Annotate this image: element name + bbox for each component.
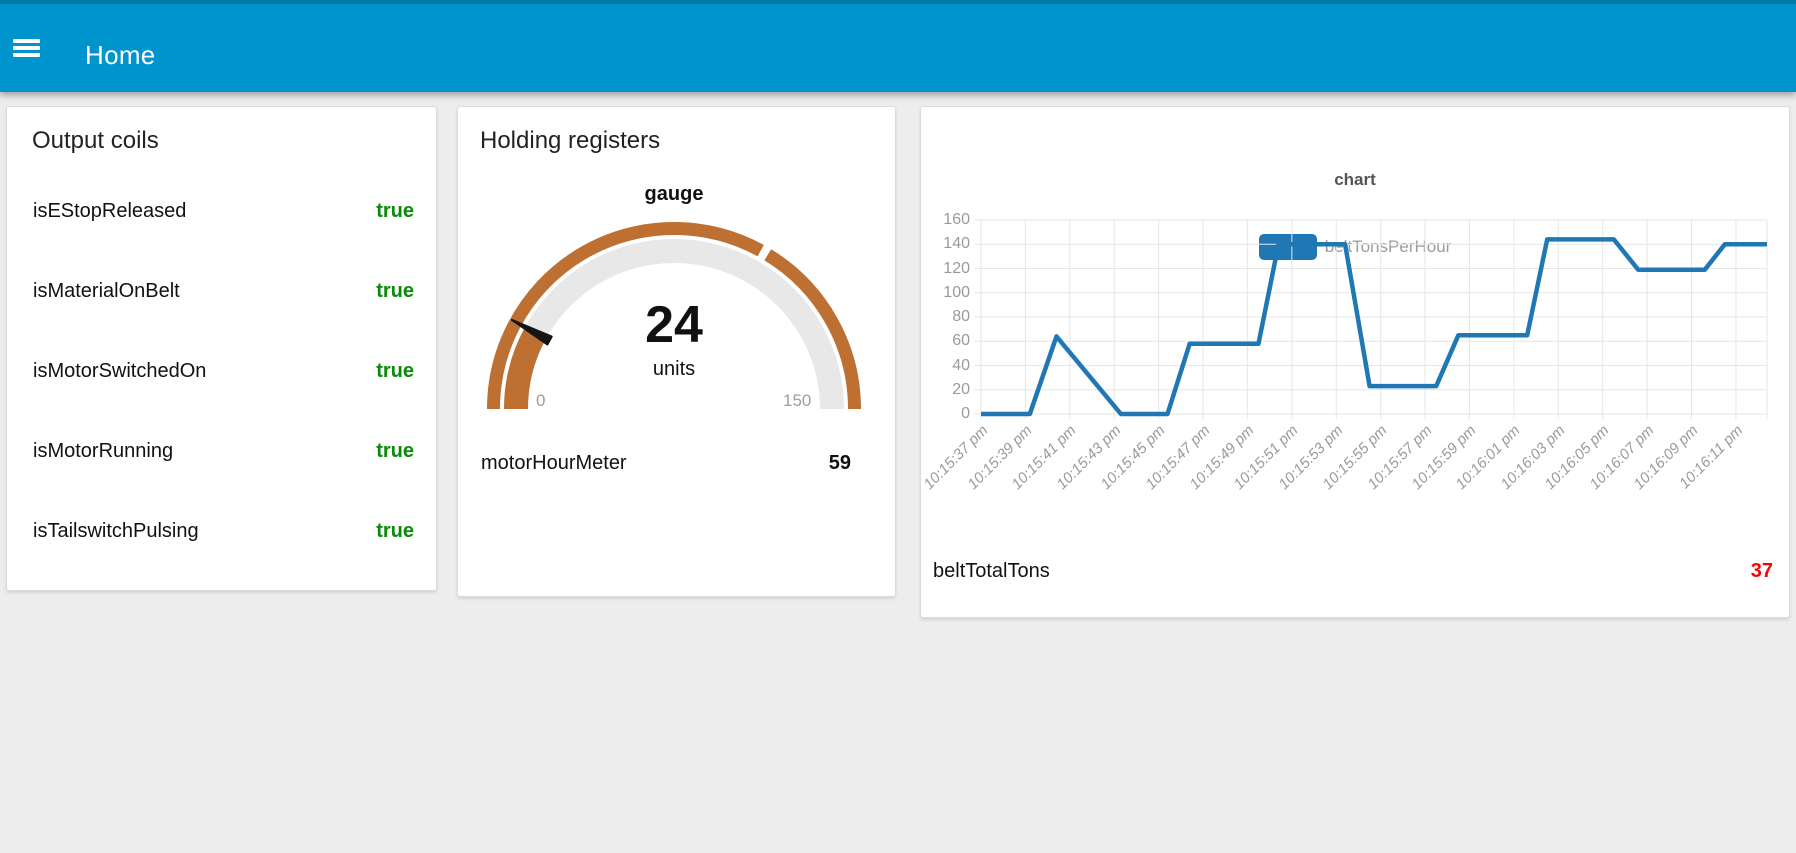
y-tick-label: 60 xyxy=(952,332,970,350)
coil-row: isEStopReleased true xyxy=(33,198,414,224)
coil-label: isMaterialOnBelt xyxy=(33,280,180,302)
register-label: motorHourMeter xyxy=(481,452,627,474)
coil-value: true xyxy=(376,360,414,382)
gauge-units-label: units xyxy=(652,358,696,380)
coil-value: true xyxy=(376,200,414,222)
coil-value: true xyxy=(376,520,414,542)
coil-row: isMotorRunning true xyxy=(33,438,414,464)
y-tick-label: 20 xyxy=(952,380,970,398)
card-title: Holding registers xyxy=(480,127,661,154)
gauge-max-label: 150 xyxy=(783,391,812,410)
coil-label: isTailswitchPulsing xyxy=(33,520,199,542)
gauge-widget xyxy=(487,222,861,410)
y-tick-label: 120 xyxy=(943,259,970,277)
chart-legend: beltTonsPerHour xyxy=(921,234,1789,260)
total-label: beltTotalTons xyxy=(933,560,1050,582)
coil-label: isMotorRunning xyxy=(33,440,174,462)
coil-label: isMotorSwitchedOn xyxy=(33,360,207,382)
series-line-beltTonsPerHour xyxy=(981,237,1767,417)
y-tick-label: 40 xyxy=(952,356,970,374)
gauge-title: gauge xyxy=(644,183,704,205)
app-header: Home xyxy=(0,0,1796,92)
holding-registers-card: Holding registers gauge 24 units 0 150 m… xyxy=(457,106,896,597)
coil-value: true xyxy=(376,440,414,462)
y-tick-label: 100 xyxy=(943,283,970,301)
y-tick-label: 140 xyxy=(943,235,970,253)
chart-title: chart xyxy=(1334,170,1376,189)
coil-value: true xyxy=(376,280,414,302)
y-tick-label: 0 xyxy=(961,405,970,422)
gauge-outer-ring xyxy=(487,222,764,410)
legend-label: beltTonsPerHour xyxy=(1324,237,1452,256)
y-tick-label: 160 xyxy=(943,211,970,228)
coil-label: isEStopReleased xyxy=(33,200,187,222)
coil-row: isMotorSwitchedOn true xyxy=(33,358,414,384)
register-row: motorHourMeter 59 xyxy=(481,450,851,476)
page-title: Home xyxy=(85,40,156,70)
gauge-needle xyxy=(510,318,553,346)
hamburger-menu-icon[interactable] xyxy=(13,38,40,58)
output-coils-card: Output coils isEStopReleased true isMate… xyxy=(6,106,437,591)
gauge-min-label: 0 xyxy=(536,391,546,410)
chart-card: chart beltTonsPerHour 0 20 40 60 80 100 120 140… xyxy=(920,106,1790,618)
line-chart[interactable] xyxy=(975,219,1768,420)
register-value: 59 xyxy=(828,452,851,474)
total-row: beltTotalTons 37 xyxy=(933,558,1773,584)
coil-row: isTailswitchPulsing true xyxy=(33,518,414,544)
gauge-value-arc xyxy=(504,327,547,410)
legend-swatch xyxy=(1258,234,1317,260)
card-title: Output coils xyxy=(32,127,159,154)
gauge-outer-ring xyxy=(764,249,861,410)
coil-row: isMaterialOnBelt true xyxy=(33,278,414,304)
total-value: 37 xyxy=(1750,560,1773,582)
gauge-value: 24 xyxy=(645,296,703,354)
y-tick-label: 80 xyxy=(952,308,970,325)
chart-plot-area[interactable] xyxy=(975,219,1768,419)
